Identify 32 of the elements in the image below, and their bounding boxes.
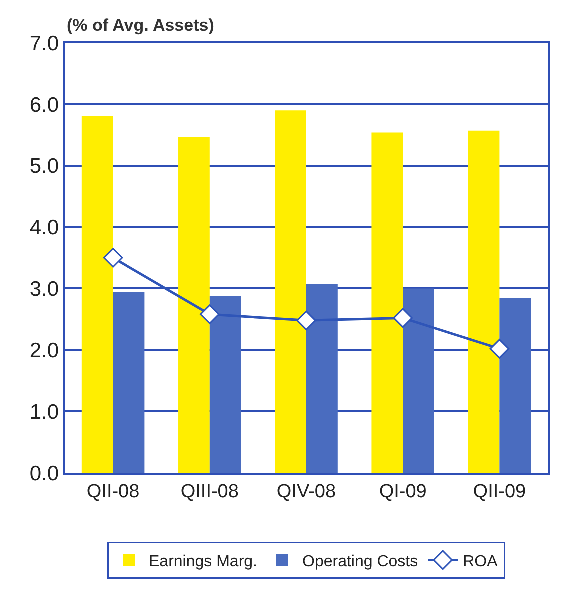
legend-label: ROA [463, 553, 498, 570]
y-tick-label: 0.0 [30, 462, 60, 486]
bar [113, 292, 145, 473]
point [200, 304, 220, 324]
legend-label: Earnings Marg. [149, 553, 258, 570]
y-tick-label: 5.0 [30, 155, 60, 178]
y-tick-label: 3.0 [30, 278, 60, 302]
bar [403, 288, 434, 473]
bar [275, 110, 306, 473]
legend-label: Operating Costs [302, 553, 418, 570]
y-tick-label: 1.0 [30, 400, 60, 424]
y-tick-label: 4.0 [30, 216, 60, 240]
point [393, 308, 413, 328]
y-axis-title: (% of Avg. Assets) [67, 16, 214, 35]
point [296, 310, 316, 331]
y-tick-label: 7.0 [30, 32, 60, 56]
x-tick-label: QIV-08 [276, 482, 336, 503]
bar [178, 136, 210, 473]
bar [372, 132, 404, 473]
bar [82, 116, 114, 473]
x-tick-label: QI-09 [379, 482, 427, 503]
bar [468, 130, 500, 473]
y-tick-label: 2.0 [30, 339, 60, 362]
x-tick-label: QII-08 [86, 482, 140, 503]
bar [500, 298, 532, 473]
bar [210, 296, 242, 473]
y-tick-label: 6.0 [30, 94, 60, 117]
point [490, 339, 510, 359]
x-tick-label: QII-09 [473, 482, 526, 503]
bar [306, 284, 338, 473]
point [103, 248, 124, 268]
x-tick-label: QIII-08 [180, 482, 239, 503]
